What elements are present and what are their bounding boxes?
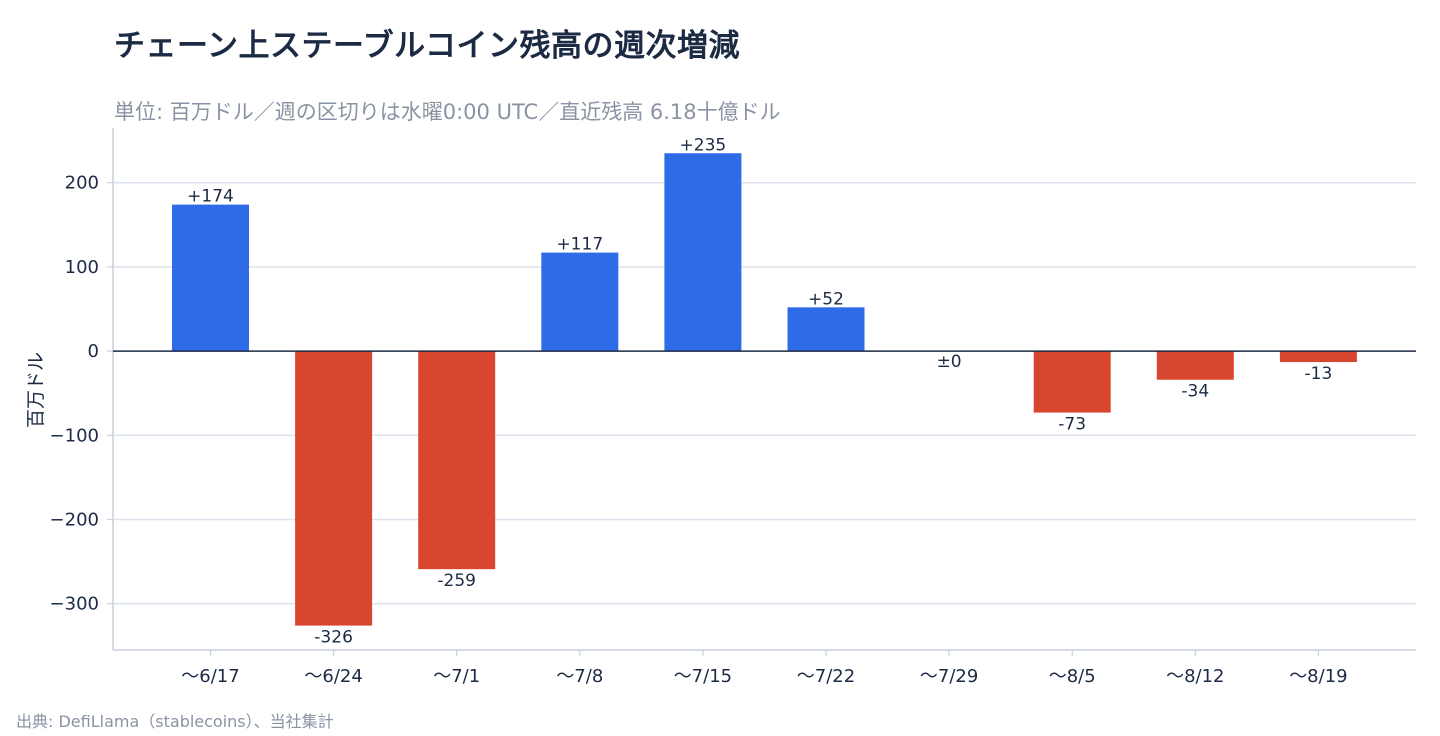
- y-tick-label: −100: [50, 425, 99, 446]
- data-label: ±0: [937, 352, 962, 372]
- x-tick-label: 〜8/5: [1049, 666, 1096, 687]
- x-tick-label: 〜7/29: [920, 666, 978, 687]
- y-tick-label: 200: [65, 173, 99, 194]
- x-tick-label: 〜8/19: [1289, 666, 1347, 687]
- y-tick-label: 0: [88, 341, 99, 362]
- data-label: -73: [1058, 415, 1086, 435]
- bar: [418, 351, 496, 570]
- x-tick-label: 〜7/8: [556, 666, 603, 687]
- data-label: +235: [680, 135, 727, 155]
- x-tick-label: 〜8/12: [1166, 666, 1224, 687]
- bars-layer: [172, 153, 1357, 626]
- bar: [787, 307, 865, 352]
- data-label: +117: [556, 235, 603, 255]
- bar: [1033, 351, 1111, 413]
- x-tick-label: 〜6/24: [304, 666, 362, 687]
- data-labels-layer: +174 -326 -259 +117 +235 +52 ±0 -73 -34 -13: [187, 135, 1332, 647]
- bar: [1156, 351, 1234, 380]
- axes-layer: 200 100 0 −100 −200 −300 〜6/17 〜6/24 〜7/1 〜7/8 〜7/…: [50, 128, 1416, 687]
- data-label: -13: [1305, 364, 1333, 384]
- data-label: +174: [187, 187, 234, 207]
- bar: [1279, 351, 1357, 363]
- x-tick-label: 〜7/1: [433, 666, 480, 687]
- data-label: -34: [1181, 382, 1209, 402]
- y-tick-label: −300: [50, 594, 99, 615]
- data-label: +52: [808, 289, 844, 309]
- data-label: -326: [314, 628, 353, 648]
- y-axis-title: 百万ドル: [25, 352, 47, 428]
- data-label: -259: [437, 571, 476, 591]
- y-tick-label: −200: [50, 510, 99, 531]
- bar: [541, 252, 619, 352]
- chart-title: チェーン上ステーブルコイン残高の週次増減: [114, 28, 740, 64]
- bar: [295, 351, 373, 626]
- x-tick-label: 〜7/22: [797, 666, 855, 687]
- x-tick-label: 〜7/15: [674, 666, 732, 687]
- source-note: 出典: DefiLlama（stablecoins）、当社集計: [16, 712, 334, 731]
- x-tick-label: 〜6/17: [181, 666, 239, 687]
- chart-subtitle: 単位: 百万ドル／週の区切りは水曜0:00 UTC／直近残高 6.18十億ドル: [114, 100, 781, 124]
- bar: [172, 204, 249, 352]
- bar: [664, 153, 742, 352]
- y-tick-label: 100: [65, 257, 99, 278]
